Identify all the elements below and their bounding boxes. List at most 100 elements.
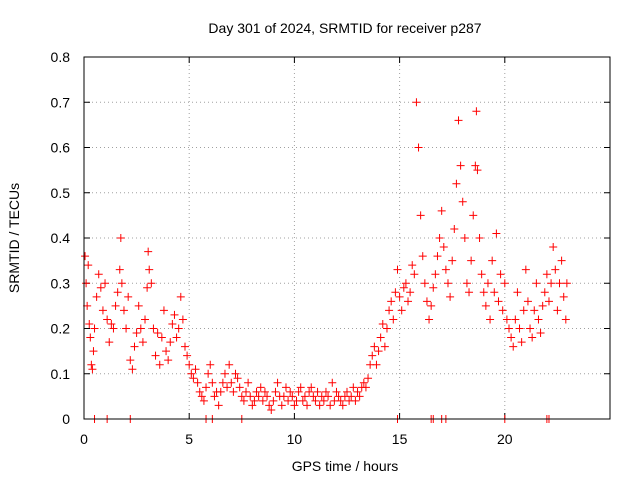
data-point [315, 401, 324, 410]
x-tick-label: 10 [287, 431, 303, 447]
data-point [271, 387, 280, 396]
data-point [101, 279, 110, 288]
data-point [532, 279, 541, 288]
data-point [505, 324, 514, 333]
data-point [98, 306, 107, 315]
data-point [404, 297, 413, 306]
data-point [307, 383, 316, 392]
data-point [117, 279, 126, 288]
data-point [187, 369, 196, 378]
data-point [88, 365, 97, 374]
data-point [143, 283, 152, 292]
data-point [465, 288, 474, 297]
data-point [206, 360, 215, 369]
data-point [397, 306, 406, 315]
data-point [81, 252, 90, 261]
y-tick-label: 0.5 [51, 185, 71, 201]
data-point [420, 279, 429, 288]
data-point [225, 360, 234, 369]
data-point [294, 387, 303, 396]
data-point [443, 279, 452, 288]
data-point [530, 306, 539, 315]
data-point [385, 306, 394, 315]
data-point [324, 392, 333, 401]
data-point [263, 392, 272, 401]
x-tick-label: 15 [392, 431, 408, 447]
data-point [166, 338, 175, 347]
data-point [481, 301, 490, 310]
data-point [511, 315, 520, 324]
data-point [418, 252, 427, 261]
data-point [229, 387, 238, 396]
data-point [164, 356, 173, 365]
data-point [149, 324, 158, 333]
y-tick-label: 0.6 [51, 140, 71, 156]
data-point [254, 392, 263, 401]
data-point [267, 405, 276, 414]
data-point [237, 392, 246, 401]
data-point [364, 374, 373, 383]
data-point [538, 301, 547, 310]
data-point [147, 279, 156, 288]
data-point [126, 356, 135, 365]
data-point [113, 288, 122, 297]
data-point [174, 324, 183, 333]
data-point [134, 301, 143, 310]
data-point [220, 369, 229, 378]
data-point [86, 333, 95, 342]
data-point [343, 387, 351, 396]
data-point [296, 383, 305, 392]
data-point [355, 392, 364, 401]
data-point [437, 206, 446, 215]
data-point [490, 288, 499, 297]
data-point [128, 365, 137, 374]
data-point [279, 392, 288, 401]
data-point [208, 378, 217, 387]
data-point [502, 315, 511, 324]
plot-frame [83, 56, 611, 420]
data-point [519, 306, 528, 315]
data-point [562, 279, 571, 288]
data-point [105, 338, 114, 347]
data-point [89, 347, 98, 356]
data-point [439, 243, 448, 252]
data-point [349, 383, 358, 392]
data-point [269, 396, 278, 405]
data-point [399, 283, 408, 292]
data-point [521, 265, 530, 274]
data-point [87, 360, 96, 369]
data-point [250, 396, 259, 405]
data-point [218, 378, 227, 387]
data-point [372, 360, 381, 369]
data-point [144, 247, 153, 256]
data-point [122, 324, 131, 333]
data-point [85, 319, 94, 328]
data-point [231, 369, 240, 378]
data-point [248, 401, 257, 410]
data-point [277, 401, 286, 410]
data-point [124, 292, 133, 301]
data-point [193, 378, 202, 387]
data-point [544, 297, 553, 306]
data-point [216, 387, 225, 396]
y-axis-label: SRMTID / TECUs [6, 183, 22, 293]
data-point [300, 392, 309, 401]
data-point [471, 161, 480, 170]
y-tick-label: 0 [62, 411, 70, 427]
data-point [515, 324, 524, 333]
data-point [256, 383, 265, 392]
data-point [500, 279, 509, 288]
data-point [477, 270, 486, 279]
data-point [547, 279, 556, 288]
data-point [227, 378, 236, 387]
data-point [214, 401, 223, 410]
data-point [469, 211, 478, 220]
data-point [534, 315, 543, 324]
data-point [178, 315, 187, 324]
data-point [284, 396, 293, 405]
data-point [286, 387, 295, 396]
data-point [116, 234, 125, 242]
data-point [180, 342, 189, 351]
data-point [162, 347, 171, 356]
